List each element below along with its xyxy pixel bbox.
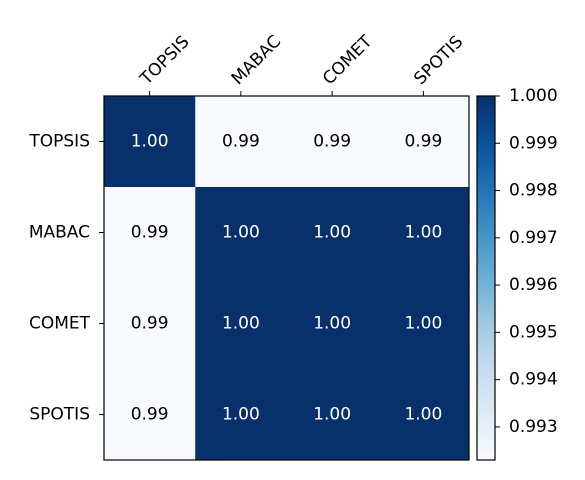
y-tick-label: COMET — [29, 314, 91, 334]
colorbar — [476, 95, 496, 461]
cell-label: 0.99 — [313, 132, 351, 152]
colorbar-tick-label: 0.997 — [509, 228, 558, 248]
heatmap-cell — [377, 278, 470, 370]
cell-label: 0.99 — [222, 132, 260, 152]
colorbar-tick-label: 1.000 — [509, 86, 558, 106]
colorbar-tick-label: 0.996 — [509, 275, 558, 295]
colorbar-tick-label: 0.995 — [509, 322, 558, 342]
heatmap-cell — [195, 96, 287, 188]
cell-label: 1.00 — [313, 405, 351, 425]
heatmap-cell — [377, 187, 470, 279]
cell-label: 1.00 — [222, 314, 260, 334]
y-tick-label: MABAC — [29, 223, 90, 243]
heatmap-cell — [104, 187, 196, 279]
cell-label: 1.00 — [404, 405, 442, 425]
x-tick-label: COMET — [319, 31, 377, 89]
heatmap-cell — [286, 278, 379, 370]
heatmap-cell — [104, 369, 196, 461]
cell-label: 1.00 — [313, 314, 351, 334]
heatmap-cell — [377, 96, 470, 188]
colorbar-tick-label: 0.999 — [509, 133, 558, 153]
heatmap-cell — [104, 278, 196, 370]
heatmap-cell — [286, 96, 379, 188]
cell-label: 1.00 — [222, 223, 260, 243]
cell-label: 0.99 — [131, 405, 169, 425]
plot-frame — [103, 95, 470, 461]
heatmap-cell — [195, 187, 287, 279]
cell-label: 1.00 — [404, 223, 442, 243]
colorbar-tick-label: 0.994 — [509, 370, 558, 390]
cell-label: 1.00 — [222, 405, 260, 425]
heatmap-cell — [377, 369, 470, 461]
colorbar-tick-label: 0.993 — [509, 417, 558, 437]
x-tick-label: MABAC — [228, 32, 285, 89]
y-tick-label: SPOTIS — [29, 405, 90, 425]
y-tick-label: TOPSIS — [28, 132, 90, 152]
cell-label: 0.99 — [404, 132, 442, 152]
cell-label: 1.00 — [404, 314, 442, 334]
x-tick-label: SPOTIS — [410, 32, 467, 89]
heatmap-cell — [104, 96, 196, 188]
colorbar-tick-label: 0.998 — [509, 181, 558, 201]
cell-label: 1.00 — [313, 223, 351, 243]
cell-label: 1.00 — [131, 132, 169, 152]
heatmap-cell — [195, 278, 287, 370]
cell-label: 0.99 — [131, 223, 169, 243]
cell-label: 0.99 — [131, 314, 169, 334]
x-tick-label: TOPSIS — [136, 32, 194, 90]
heatmap-cell — [286, 187, 379, 279]
heatmap-cell — [286, 369, 379, 461]
heatmap-cell — [195, 369, 287, 461]
